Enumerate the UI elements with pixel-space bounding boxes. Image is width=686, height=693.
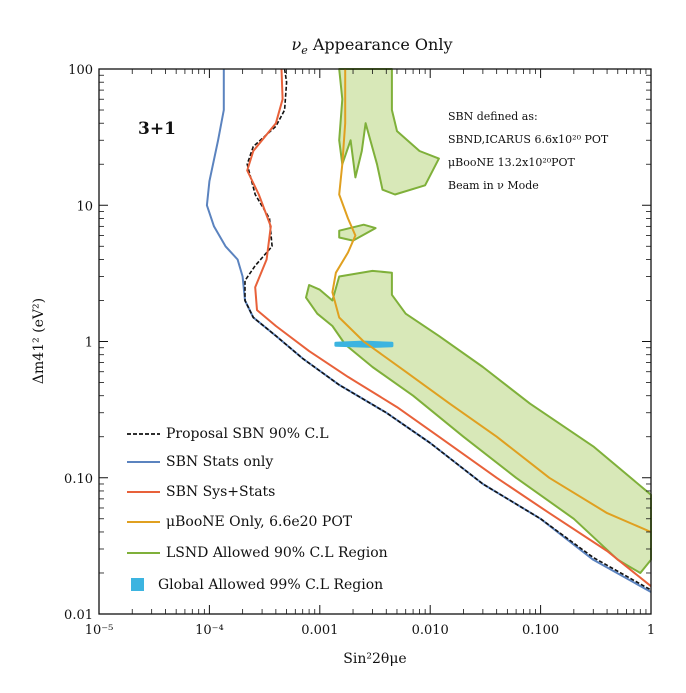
model-label: 3+1 [138,119,176,139]
y-tick-label-3: 10 [76,199,93,214]
chart-title-nu: ν [292,35,302,54]
x-axis-label: Sin²2θμe [343,651,406,667]
y-tick-label-1: 0.10 [64,472,93,487]
lsnd-region-1 [338,223,377,242]
series-line-0 [205,69,652,593]
series-line-2 [246,68,652,587]
x-tick-label-2: 0.001 [301,623,338,638]
x-tick-label-4: 0.100 [522,623,559,638]
y-tick-label-0: 0.01 [64,608,93,623]
annotation-line-0: SBN defined as: [448,110,538,123]
legend: Proposal SBN 90% C.L SBN Stats only SBN Sy… [127,426,388,593]
series-layer [205,68,652,593]
annotation-line-3: Beam in ν Mode [448,179,539,192]
x-tick-label-0: 10⁻⁵ [85,623,114,638]
chart-title-sub: e [301,44,308,57]
y-tick-label-2: 1 [85,336,93,351]
lsnd-region-0 [338,68,440,196]
legend-swatch-5 [131,578,144,591]
annotation-block: SBN defined as: SBND,ICARUS 6.6x10²⁰ POT μ… [448,110,609,192]
legend-label-2: SBN Sys+Stats [166,484,275,500]
annotation-line-1: SBND,ICARUS 6.6x10²⁰ POT [448,133,609,146]
lsnd-region-2 [305,269,652,574]
legend-label-4: LSND Allowed 90% C.L Region [166,545,388,561]
series-line-3 [331,69,652,533]
x-tick-label-1: 10⁻⁴ [195,623,224,638]
x-tick-label-3: 0.010 [412,623,449,638]
legend-label-0: Proposal SBN 90% C.L [166,426,329,442]
annotation-line-2: μBooNE 13.2x10²⁰POT [448,156,576,169]
axis-ticks: 10⁻⁵ 10⁻⁴ 0.001 0.010 0.100 1 0.01 0.10 1 10 100 [64,63,655,638]
legend-label-3: μBooNE Only, 6.6e20 POT [166,514,353,530]
chart-title: νe Appearance Only [292,35,453,57]
y-axis-label: Δm41² (eV²) [31,298,47,384]
global-region-0 [334,340,394,348]
chart-title-rest: Appearance Only [308,35,453,54]
legend-label-1: SBN Stats only [166,454,273,470]
legend-label-5: Global Allowed 99% C.L Region [158,577,383,593]
y-tick-label-4: 100 [68,63,93,78]
x-tick-label-5: 1 [647,623,655,638]
